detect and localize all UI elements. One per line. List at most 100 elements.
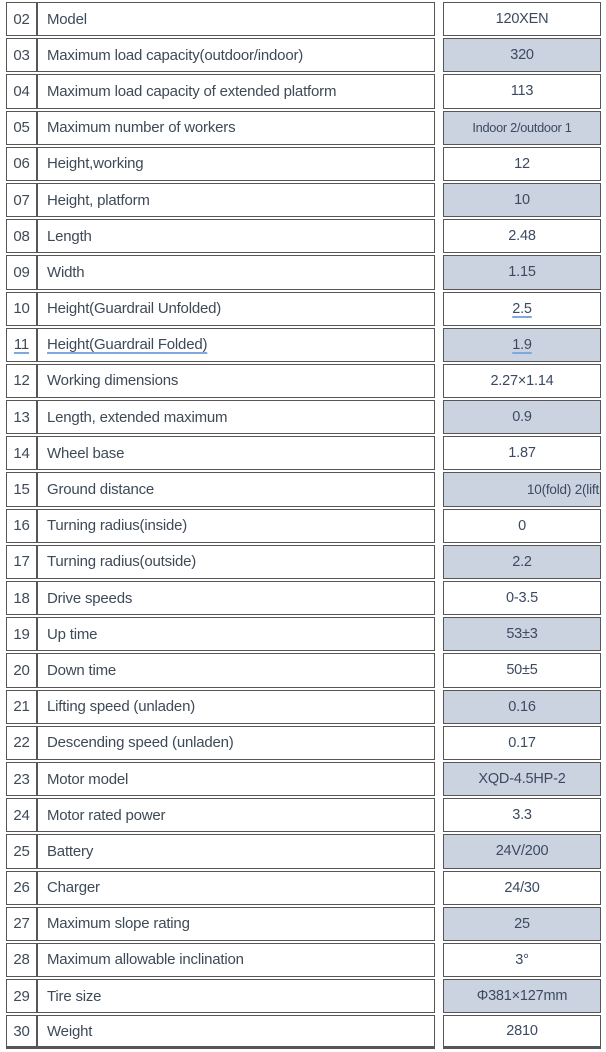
column-gap [435,328,443,362]
table-row: 25 Battery 24V/200 [6,834,606,869]
row-label: Maximum allowable inclination [37,942,435,978]
row-value: 24/30 [443,870,601,905]
table-row: 05 Maximum number of workers Indoor 2/ou… [6,110,606,145]
row-label: Drive speeds [37,581,435,616]
table-row: 19 Up time 53±3 [6,617,606,652]
row-label: Up time [37,617,435,652]
column-gap [435,400,443,434]
column-gap [435,690,443,724]
row-number: 29 [6,979,37,1014]
row-label: Maximum load capacity(outdoor/indoor) [37,38,435,73]
row-label: Ground distance [37,472,435,507]
row-value: Φ381×127mm [443,979,601,1014]
column-gap [435,617,443,651]
row-number: 14 [6,436,37,471]
table-row: 26 Charger 24/30 [6,870,606,905]
table-row: 28 Maximum allowable inclination 3° [6,942,606,978]
row-label: Maximum load capacity of extended platfo… [37,74,435,109]
row-number: 05 [6,110,37,145]
table-row: 13 Length, extended maximum 0.9 [6,400,606,435]
table-row: 29 Tire size Φ381×127mm [6,979,606,1014]
row-number: 10 [6,291,37,326]
column-gap [435,653,443,687]
row-label: Wheel base [37,436,435,471]
row-value: 24V/200 [443,834,601,869]
table-row: 08 Length 2.48 [6,219,606,254]
row-label: Turning radius(outside) [37,544,435,579]
row-label: Weight [37,1015,435,1050]
row-number: 02 [6,2,37,37]
row-value: 0.16 [443,689,601,724]
table-row: 14 Wheel base 1.87 [6,436,606,471]
row-number: 17 [6,544,37,579]
row-number: 21 [6,689,37,724]
row-value: 25 [443,906,601,941]
row-value: 1.9 [443,327,601,362]
row-value: 2.5 [443,291,601,326]
row-number: 16 [6,508,37,543]
row-label: Height(Guardrail Unfolded) [37,291,435,326]
row-label: Battery [37,834,435,869]
row-value: 0 [443,508,601,543]
row-number: 18 [6,581,37,616]
row-value: 10(fold) 2(lift [443,472,601,507]
row-value: 320 [443,38,601,73]
row-number: 13 [6,400,37,435]
row-number: 24 [6,798,37,833]
row-label: Tire size [37,979,435,1014]
table-row: 20 Down time 50±5 [6,653,606,688]
table-row: 04 Maximum load capacity of extended pla… [6,74,606,109]
row-value: 0.9 [443,400,601,435]
column-gap [435,798,443,832]
row-number: 12 [6,363,37,399]
table-row: 07 Height, platform 10 [6,182,606,218]
row-label: Lifting speed (unladen) [37,689,435,724]
row-value: 0.17 [443,725,601,760]
row-label: Width [37,255,435,290]
table-row: 23 Motor model XQD-4.5HP-2 [6,761,606,797]
row-label: Height, platform [37,182,435,218]
row-number: 04 [6,74,37,109]
row-value: 12 [443,146,601,181]
row-number: 15 [6,472,37,507]
column-gap [435,147,443,181]
row-number: 19 [6,617,37,652]
row-number: 07 [6,182,37,218]
column-gap [435,2,443,36]
table-row: 17 Turning radius(outside) 2.2 [6,544,606,579]
column-gap [435,111,443,145]
row-label: Descending speed (unladen) [37,725,435,760]
table-row: 10 Height(Guardrail Unfolded) 2.5 [6,291,606,326]
table-row: 24 Motor rated power 3.3 [6,798,606,833]
row-label: Model [37,2,435,37]
row-value: 0-3.5 [443,581,601,616]
row-value: 120XEN [443,2,601,37]
column-gap [435,255,443,289]
row-number: 22 [6,725,37,760]
column-gap [435,436,443,470]
row-number: 25 [6,834,37,869]
column-gap [435,364,443,398]
table-row: 02 Model 120XEN [6,2,606,37]
row-number: 30 [6,1015,37,1050]
table-row: 30 Weight 2810 [6,1015,606,1050]
row-value: 10 [443,182,601,218]
row-label: Maximum number of workers [37,110,435,145]
table-row: 22 Descending speed (unladen) 0.17 [6,725,606,760]
row-number: 09 [6,255,37,290]
row-number: 08 [6,219,37,254]
table-row: 09 Width 1.15 [6,255,606,290]
row-value: Indoor 2/outdoor 1 [443,110,601,145]
column-gap [435,834,443,868]
row-number: 27 [6,906,37,941]
row-number: 23 [6,761,37,797]
column-gap [435,545,443,579]
column-gap [435,943,443,977]
column-gap [435,292,443,326]
column-gap [435,1015,443,1049]
row-label: Maximum slope rating [37,906,435,941]
row-number: 26 [6,870,37,905]
row-value: 53±3 [443,617,601,652]
